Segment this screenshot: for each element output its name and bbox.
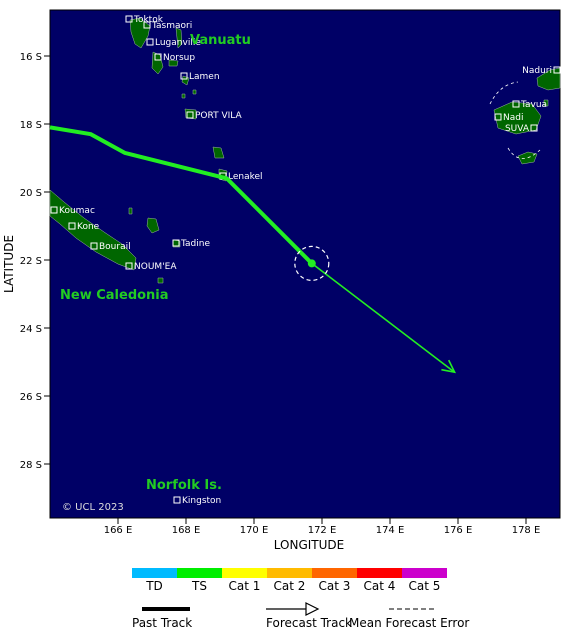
x-tick-label: 168 E bbox=[172, 525, 201, 536]
island-pines bbox=[158, 278, 163, 283]
place-label: Kingston bbox=[182, 496, 221, 506]
y-tick-label: 18 S bbox=[20, 120, 42, 131]
legend: TD TS Cat 1 Cat 2 Cat 3 Cat 4 Cat 5 bbox=[132, 568, 447, 593]
place-label: Tavua bbox=[520, 100, 547, 110]
region-vanuatu: Vanuatu bbox=[190, 33, 251, 48]
place-label: Tasmaori bbox=[151, 21, 192, 31]
island-ouvea bbox=[129, 208, 132, 214]
y-tick-label: 24 S bbox=[20, 324, 42, 335]
legend-category-label: TS bbox=[191, 579, 207, 593]
place-label: Lamen bbox=[189, 72, 220, 82]
legend-swatch bbox=[357, 568, 402, 578]
legend-past-track-label: Past Track bbox=[132, 616, 192, 630]
legend-category-label: Cat 1 bbox=[229, 579, 261, 593]
place-label: Lenakel bbox=[228, 172, 263, 182]
legend-swatch bbox=[402, 568, 447, 578]
x-tick-label: 170 E bbox=[240, 525, 269, 536]
x-tick-label: 172 E bbox=[308, 525, 337, 536]
place-label: Naduri bbox=[522, 66, 552, 76]
x-tick-label: 176 E bbox=[444, 525, 473, 536]
x-tick-label: 178 E bbox=[512, 525, 541, 536]
legend-forecast-label: Forecast Track bbox=[266, 616, 352, 630]
copyright: © UCL 2023 bbox=[62, 502, 124, 513]
region-norfolk: Norfolk Is. bbox=[146, 478, 222, 493]
x-tick-label: 174 E bbox=[376, 525, 405, 536]
island-small-1 bbox=[193, 90, 196, 94]
x-axis: 166 E 168 E 170 E 172 E 174 E 176 E 178 E bbox=[104, 518, 541, 536]
legend-category-label: Cat 4 bbox=[364, 579, 396, 593]
legend-category-label: TD bbox=[145, 579, 163, 593]
legend-swatch bbox=[177, 568, 222, 578]
legend-error-label: Mean Forecast Error bbox=[349, 616, 469, 630]
legend-category-label: Cat 3 bbox=[319, 579, 351, 593]
place-label: Nadi bbox=[503, 113, 523, 123]
legend-swatch bbox=[132, 568, 177, 578]
legend-category-label: Cat 2 bbox=[274, 579, 306, 593]
place-label: Bourail bbox=[99, 242, 131, 252]
place-label: Kone bbox=[77, 222, 100, 232]
legend-swatch bbox=[222, 568, 267, 578]
y-tick-label: 20 S bbox=[20, 188, 42, 199]
legend-swatch bbox=[267, 568, 312, 578]
place-label: Tadine bbox=[180, 239, 210, 249]
place-label: Koumac bbox=[59, 206, 95, 216]
place-label: PORT VILA bbox=[195, 111, 243, 121]
place-label: NOUM'EA bbox=[134, 262, 177, 272]
place-label: SUVA bbox=[505, 124, 530, 134]
legend-category-label: Cat 5 bbox=[409, 579, 441, 593]
place-label: Norsup bbox=[163, 53, 195, 63]
region-new-caledonia: New Caledonia bbox=[60, 288, 169, 303]
y-tick-label: 28 S bbox=[20, 460, 42, 471]
x-axis-title: LONGITUDE bbox=[274, 538, 344, 552]
island-small-2 bbox=[182, 94, 185, 98]
x-tick-label: 166 E bbox=[104, 525, 133, 536]
y-tick-label: 22 S bbox=[20, 256, 42, 267]
y-axis-title: LATITUDE bbox=[2, 235, 16, 293]
legend-forecast-arrow bbox=[306, 603, 318, 615]
legend-lines: Past Track Forecast Track Mean Forecast … bbox=[132, 603, 469, 630]
y-axis: 16 S 18 S 20 S 22 S 24 S 26 S 28 S bbox=[20, 52, 50, 471]
current-position bbox=[308, 259, 316, 267]
y-tick-label: 16 S bbox=[20, 52, 42, 63]
legend-swatch bbox=[312, 568, 357, 578]
y-tick-label: 26 S bbox=[20, 392, 42, 403]
